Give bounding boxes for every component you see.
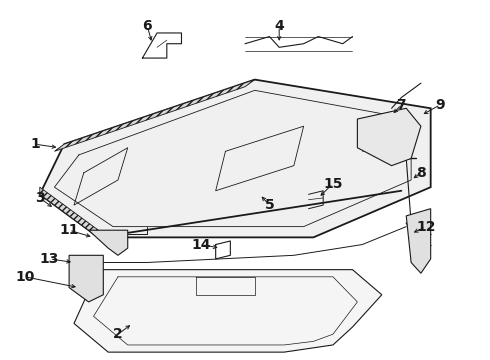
Text: 7: 7 — [396, 98, 406, 112]
Text: 10: 10 — [16, 270, 35, 284]
Text: 12: 12 — [416, 220, 436, 234]
Text: 2: 2 — [113, 327, 123, 341]
Text: 13: 13 — [40, 252, 59, 266]
Polygon shape — [40, 80, 431, 237]
Text: 11: 11 — [59, 223, 79, 237]
Text: 15: 15 — [323, 177, 343, 190]
Text: 6: 6 — [143, 19, 152, 33]
Text: 4: 4 — [274, 19, 284, 33]
Polygon shape — [406, 209, 431, 273]
Text: 14: 14 — [191, 238, 211, 252]
Text: 8: 8 — [416, 166, 426, 180]
Text: 1: 1 — [30, 137, 40, 151]
Text: 5: 5 — [265, 198, 274, 212]
Text: 3: 3 — [35, 191, 45, 205]
Polygon shape — [89, 230, 128, 255]
Polygon shape — [69, 255, 103, 302]
Polygon shape — [357, 108, 421, 166]
Text: 9: 9 — [436, 98, 445, 112]
Polygon shape — [40, 187, 98, 237]
Polygon shape — [74, 270, 382, 352]
Polygon shape — [54, 80, 255, 151]
